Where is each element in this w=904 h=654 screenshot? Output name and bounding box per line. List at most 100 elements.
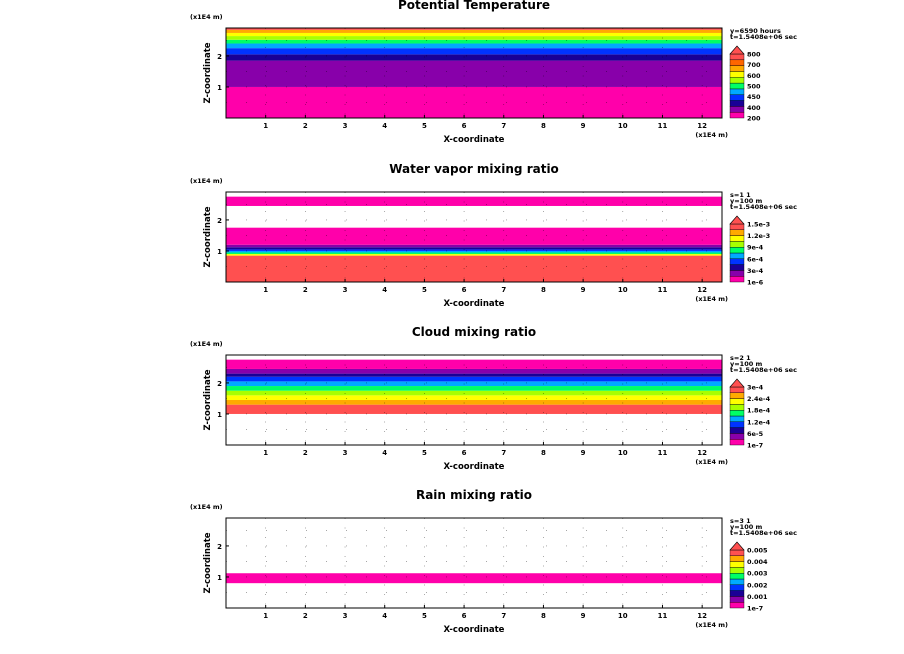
y-unit-label: (x1E4 m) xyxy=(190,13,223,21)
x-tick-label: 1 xyxy=(263,449,268,457)
x-tick-label: 4 xyxy=(382,449,387,457)
colorbar-swatch xyxy=(729,404,745,411)
colorbar-swatch xyxy=(729,567,745,574)
colorbar-label: 500 xyxy=(747,83,761,91)
colorbar: 200 400 450 500 600 700 800 xyxy=(729,45,761,123)
colorbar-label: 800 xyxy=(747,51,761,59)
x-tick-label: 11 xyxy=(658,449,668,457)
colorbar-swatch xyxy=(729,398,745,405)
info-line: t=1.5408e+06 sec xyxy=(730,33,797,41)
chart-panel-1: Potential Temperature(x1E4 m)1 2 3 4 5 6 7 8 9 10… xyxy=(190,0,797,145)
colorbar-swatch xyxy=(729,561,745,568)
x-tick-label: 2 xyxy=(303,449,308,457)
colorbar-swatch xyxy=(729,264,745,271)
colorbar-swatch xyxy=(729,88,745,95)
colorbar-swatch xyxy=(729,573,745,580)
colorbar-swatch xyxy=(729,270,745,277)
info-line: y=100 m xyxy=(730,523,763,531)
x-unit-label: (x1E4 m) xyxy=(695,458,728,466)
colorbar-swatch xyxy=(729,77,745,84)
x-tick-label: 7 xyxy=(501,612,506,620)
contour-band xyxy=(226,252,722,255)
x-tick-label: 10 xyxy=(618,449,628,457)
contour-band xyxy=(226,54,722,61)
colorbar-label: 1.2e-4 xyxy=(747,418,771,426)
colorbar-extend-arrow xyxy=(729,45,745,55)
chart-title: Cloud mixing ratio xyxy=(412,325,536,339)
x-axis-label: X-coordinate xyxy=(444,299,505,309)
chart-panel-2: Water vapor mixing ratio(x1E4 m)1 2 3 4 5 6 7 8… xyxy=(190,162,797,309)
colorbar-swatch xyxy=(729,235,745,242)
x-tick-label: 3 xyxy=(343,612,348,620)
info-line: s=1 1 xyxy=(730,191,751,199)
x-unit-label: (x1E4 m) xyxy=(695,295,728,303)
colorbar-swatch xyxy=(729,241,745,248)
z-tick-label: 2 xyxy=(217,217,222,225)
colorbar-swatch xyxy=(729,433,745,440)
colorbar-swatch xyxy=(729,392,745,399)
colorbar-swatch xyxy=(729,100,745,107)
colorbar-swatch xyxy=(729,71,745,78)
plot-frame xyxy=(225,517,723,609)
contour-band xyxy=(226,376,722,382)
x-axis-label: X-coordinate xyxy=(444,625,505,635)
contour-band xyxy=(226,32,722,37)
z-tick-label: 2 xyxy=(217,543,222,551)
y-unit-label: (x1E4 m) xyxy=(190,503,223,511)
contour-band xyxy=(226,28,722,30)
y-unit-label: (x1E4 m) xyxy=(190,177,223,185)
colorbar-label: 3e-4 xyxy=(747,267,764,275)
contour-band xyxy=(226,381,722,387)
contour-band xyxy=(226,386,722,391)
colorbar-label: 3e-4 xyxy=(747,384,764,392)
contour-band xyxy=(226,400,722,405)
info-line: s=2 1 xyxy=(730,354,751,362)
colorbar-swatch xyxy=(729,276,745,283)
contour-band xyxy=(226,390,722,396)
x-axis-label: X-coordinate xyxy=(444,135,505,145)
x-tick-label: 3 xyxy=(343,122,348,130)
x-tick-label: 8 xyxy=(541,612,546,620)
chart-panel-3: Cloud mixing ratio(x1E4 m)1 2 3 4 5 6 7 8 9 10 11 1… xyxy=(190,325,797,472)
colorbar-swatch xyxy=(729,584,745,591)
colorbar-swatch xyxy=(729,65,745,72)
z-axis-label: Z-coordinate xyxy=(203,42,213,103)
x-tick-label: 7 xyxy=(501,122,506,130)
colorbar-swatch xyxy=(729,111,745,119)
contour-band xyxy=(226,29,722,33)
colorbar-swatch xyxy=(729,246,745,254)
x-tick-label: 6 xyxy=(462,449,467,457)
colorbar-label: 0.002 xyxy=(747,581,768,589)
contour-band xyxy=(226,359,722,369)
x-tick-label: 3 xyxy=(343,449,348,457)
x-tick-label: 10 xyxy=(618,286,628,294)
x-tick-label: 8 xyxy=(541,286,546,294)
contour-band xyxy=(226,247,722,250)
x-tick-label: 11 xyxy=(658,286,668,294)
plot-frame xyxy=(225,27,723,119)
x-tick-label: 9 xyxy=(581,286,586,294)
colorbar-extend-arrow xyxy=(729,215,745,225)
colorbar-label: 1e-7 xyxy=(747,442,763,450)
contour-band xyxy=(226,250,722,253)
contour-band xyxy=(226,43,722,49)
contour-band xyxy=(226,395,722,400)
colorbar-label: 2.4e-4 xyxy=(747,395,771,403)
x-tick-label: 9 xyxy=(581,122,586,130)
colorbar-swatch xyxy=(729,415,745,423)
x-tick-label: 10 xyxy=(618,122,628,130)
colorbar-swatch xyxy=(729,229,745,236)
contour-band xyxy=(226,86,722,118)
x-tick-label: 12 xyxy=(697,612,707,620)
contour-band xyxy=(226,373,722,377)
z-tick-label: 1 xyxy=(217,84,222,92)
x-tick-label: 11 xyxy=(658,612,668,620)
colorbar-label: 1e-7 xyxy=(747,605,763,613)
colorbar-swatch xyxy=(729,252,745,260)
contour-band xyxy=(226,368,722,374)
info-line: y=100 m xyxy=(730,360,763,368)
x-tick-label: 1 xyxy=(263,286,268,294)
x-tick-label: 3 xyxy=(343,286,348,294)
x-tick-label: 5 xyxy=(422,612,427,620)
